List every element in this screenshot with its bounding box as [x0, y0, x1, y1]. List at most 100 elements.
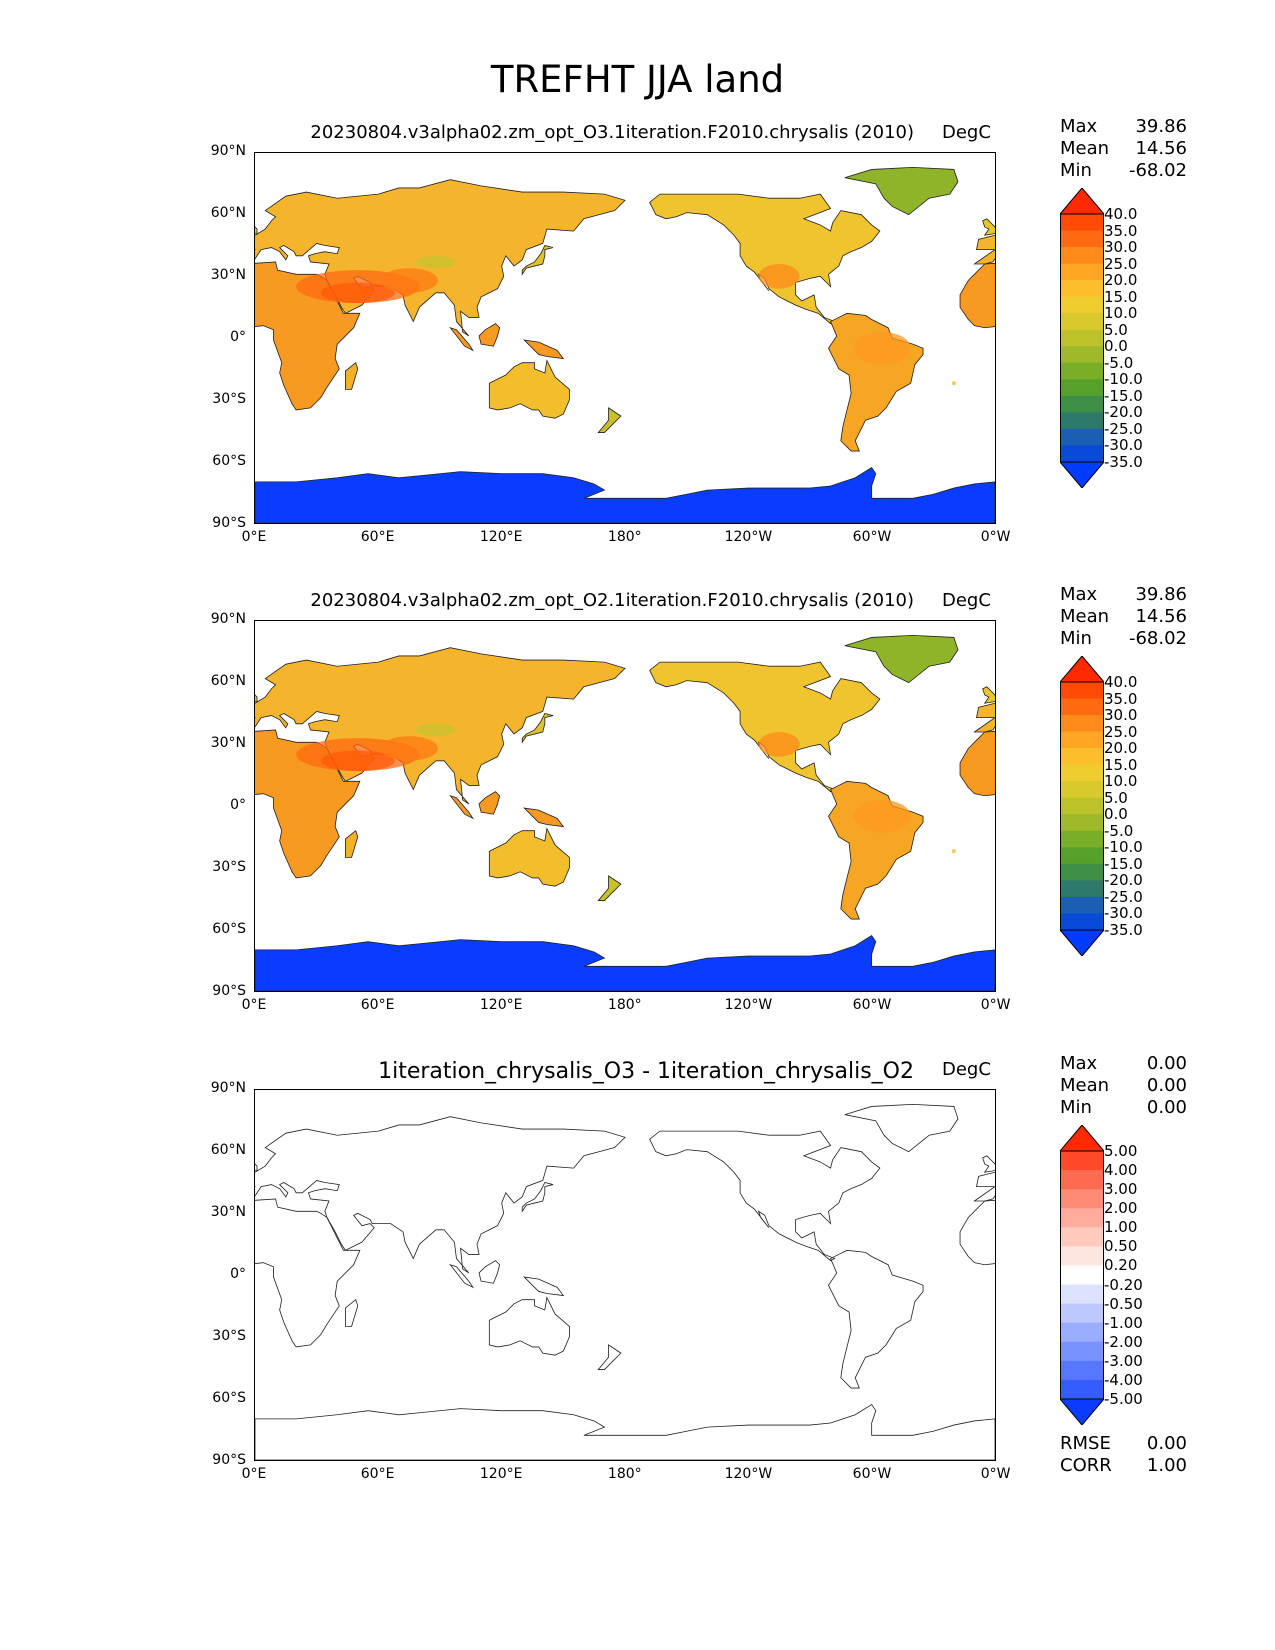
colorbar-tick-label: 5.0 [1104, 788, 1128, 807]
lon-tick-label: 120°W [724, 997, 773, 1013]
lat-tick-label: 90°S [212, 515, 246, 531]
temp-hot-arabia [320, 282, 395, 304]
lat-tick-label: 90°N [210, 611, 246, 627]
land-antarctica [255, 466, 995, 523]
stat-min-value: -68.02 [1128, 160, 1187, 181]
stat-max-value: 0.00 [1146, 1053, 1187, 1074]
land-namerica [649, 661, 881, 793]
colorbar-segment [1060, 1189, 1104, 1209]
lon-tick-label: 60°W [852, 1466, 892, 1482]
lat-tick-label: 90°N [210, 1080, 246, 1096]
temp-cool-tibet [415, 255, 457, 269]
land-nz [597, 407, 622, 433]
stat-mean-label: Mean [1060, 606, 1110, 627]
colorbar-segment [1060, 280, 1104, 298]
colorbar-segment [1060, 682, 1104, 700]
lon-tick-label: 120°W [724, 1466, 773, 1482]
colorbar-tick-label: -15.0 [1104, 386, 1143, 405]
colorbar-tick-label: -4.00 [1104, 1370, 1143, 1389]
lon-tick-label: 180° [607, 529, 642, 545]
corr-label: CORR [1060, 1455, 1112, 1476]
temp-hot-india [380, 736, 438, 761]
temp-cool-tibet [415, 723, 457, 737]
colorbar-segment [1060, 247, 1104, 265]
panel-units: DegC [942, 590, 991, 611]
stat-mean-value: 14.56 [1135, 138, 1187, 159]
colorbar-tick-label: -35.0 [1104, 921, 1143, 939]
lat-tick-label: 90°N [210, 143, 246, 159]
land-borneo [478, 1260, 501, 1284]
temp-spot [951, 381, 956, 386]
lat-tick-label: 60°N [210, 205, 246, 221]
stat-min-label: Min [1060, 160, 1092, 181]
colorbar-segment [1060, 880, 1104, 898]
colorbar-outline [1060, 1150, 1104, 1400]
colorbar [1060, 656, 1104, 956]
land-uk [982, 686, 995, 704]
colorbar-tick-label: 20.0 [1104, 739, 1138, 758]
lon-tick-label: 0°W [980, 529, 1011, 545]
stat-min-value: -68.02 [1128, 628, 1187, 649]
land-eurasia [255, 1116, 626, 1274]
lon-tick-label: 0°E [241, 1466, 267, 1482]
colorbar-segment [1060, 1208, 1104, 1228]
stat-mean-value: 0.00 [1146, 1075, 1187, 1096]
colorbar-segment [1060, 1303, 1104, 1324]
map-panel-1: 20230804.v3alpha02.zm_opt_O3.1iteration.… [0, 116, 1275, 572]
panel-title: 20230804.v3alpha02.zm_opt_O2.1iteration.… [310, 590, 914, 611]
lat-tick-label: 0° [230, 1266, 246, 1282]
colorbar-segment [1060, 748, 1104, 766]
colorbar-segment [1060, 847, 1104, 865]
colorbar-tick-label: -3.00 [1104, 1351, 1143, 1370]
colorbar-segment [1060, 1265, 1104, 1286]
lat-tick-label: 60°N [210, 673, 246, 689]
colorbar-segment [1060, 781, 1104, 799]
colorbar-segment [1060, 1341, 1104, 1362]
temp-warm-amazon [853, 799, 911, 833]
lat-tick-label: 30°N [210, 735, 246, 751]
colorbar-tick-label: -35.0 [1104, 453, 1143, 471]
lon-tick-label: 60°W [852, 997, 892, 1013]
map-svg [255, 634, 995, 991]
lat-tick-label: 60°S [212, 453, 246, 469]
colorbar-tick-label: 10.0 [1104, 772, 1138, 791]
map-plot [254, 1089, 996, 1461]
panel-units: DegC [942, 1059, 991, 1080]
temp-hot-india [380, 268, 438, 293]
land-sumatra [449, 326, 475, 352]
land-madagascar [345, 1298, 359, 1327]
land-namerica [649, 1130, 881, 1262]
land-samerica [828, 1249, 924, 1389]
rmse-value: 0.00 [1146, 1433, 1187, 1454]
colorbar-tick-label: 15.0 [1104, 755, 1138, 774]
colorbar-outline [1060, 681, 1104, 931]
colorbar-tick-label: 1.00 [1104, 1218, 1138, 1237]
lon-tick-label: 120°E [479, 997, 523, 1013]
lat-tick-label: 30°S [212, 391, 246, 407]
colorbar-segment [1060, 1360, 1104, 1381]
colorbar-segment [1060, 313, 1104, 331]
colorbar-tick-label: 3.00 [1104, 1180, 1138, 1199]
panel-title: 20230804.v3alpha02.zm_opt_O3.1iteration.… [310, 122, 914, 143]
map-svg [255, 1103, 995, 1460]
colorbar-segment [1060, 412, 1104, 430]
land-africa [959, 730, 995, 797]
colorbar-segment [1060, 698, 1104, 716]
land-namerica [649, 193, 881, 325]
colorbar-outline [1060, 213, 1104, 463]
land-australia [488, 827, 570, 887]
colorbar-segment [1060, 263, 1104, 281]
colorbar-segment [1060, 346, 1104, 364]
figure-title: TREFHT JJA land [490, 58, 785, 101]
land-uk [255, 694, 258, 702]
land-sumatra [449, 1263, 475, 1289]
land-madagascar [345, 829, 359, 858]
lat-tick-label: 0° [230, 797, 246, 813]
colorbar-segment [1060, 863, 1104, 881]
stat-max-label: Max [1060, 584, 1098, 605]
lat-tick-label: 30°S [212, 859, 246, 875]
colorbar-tick-label: 30.0 [1104, 238, 1138, 257]
colorbar-tick-label: 20.0 [1104, 271, 1138, 290]
colorbar-tick-label: 40.0 [1104, 673, 1138, 691]
land-eurasia [973, 1171, 995, 1202]
